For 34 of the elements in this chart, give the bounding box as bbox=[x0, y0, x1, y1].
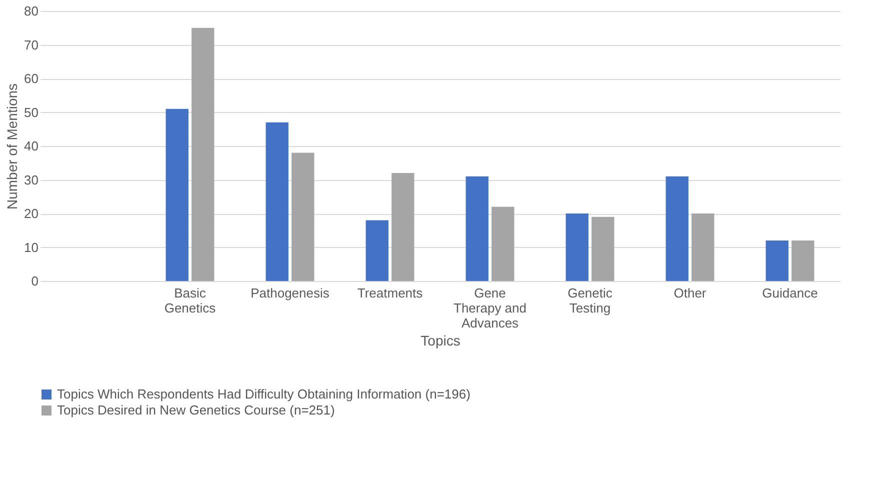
y-tick-label: 80 bbox=[24, 4, 38, 18]
x-tick-label: Basic Genetics bbox=[164, 286, 216, 316]
y-tick-label: 50 bbox=[24, 104, 38, 120]
bar bbox=[266, 122, 288, 281]
x-axis-title: Topics bbox=[420, 332, 460, 348]
bar bbox=[492, 206, 514, 281]
bar bbox=[666, 176, 688, 281]
bar bbox=[766, 240, 788, 281]
y-tick-label: 40 bbox=[24, 138, 38, 154]
y-tick-label: 20 bbox=[24, 206, 38, 221]
x-tick-label: Other bbox=[674, 286, 707, 300]
bar bbox=[192, 28, 214, 281]
y-tick-label: 0 bbox=[31, 274, 38, 288]
bar bbox=[166, 108, 188, 281]
bar bbox=[366, 220, 388, 281]
bar bbox=[466, 176, 488, 281]
bar bbox=[692, 214, 714, 281]
y-tick-label: 60 bbox=[24, 71, 38, 86]
x-tick-label: Pathogenesis bbox=[250, 286, 330, 300]
y-axis-title: Number of Mentions bbox=[4, 83, 20, 210]
x-tick-label: Guidance bbox=[762, 286, 818, 300]
legend-label: Topics Which Respondents Had Difficulty Obtaining Information (n=196) bbox=[57, 386, 470, 402]
y-tick-label: 70 bbox=[24, 37, 38, 52]
y-tick-label: 30 bbox=[24, 172, 38, 188]
x-tick-label: Genetic Testing bbox=[568, 286, 613, 316]
bar bbox=[292, 152, 314, 281]
x-tick-label: Gene Therapy and Advances bbox=[454, 286, 526, 330]
bar bbox=[592, 216, 614, 281]
y-tick-label: 10 bbox=[24, 240, 38, 255]
legend-label: Topics Desired in New Genetics Course (n=251) bbox=[57, 402, 335, 418]
bar bbox=[792, 240, 814, 281]
x-tick-label: Treatments bbox=[357, 286, 424, 300]
bar bbox=[392, 173, 414, 281]
bar bbox=[566, 214, 588, 281]
